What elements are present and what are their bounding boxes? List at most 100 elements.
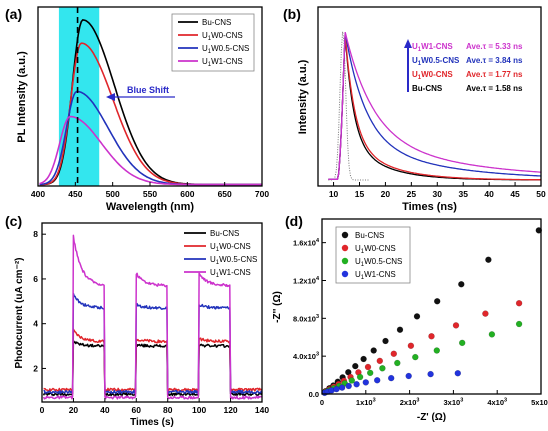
y-axis-title: -Z'' (Ω) [272, 291, 283, 323]
x-tick-label-6: 40 [484, 189, 494, 199]
legend-entry-3: Bu-CNS [412, 84, 443, 93]
legend-arrow-head [404, 39, 412, 48]
legend-marker-1 [341, 244, 349, 252]
point-s3-5 [345, 382, 352, 390]
photocurrent-line-3 [42, 234, 263, 400]
point-s2-10 [412, 353, 419, 361]
x-tick-label-3: 550 [143, 189, 157, 199]
panel-a: Blue Shift Bu-CNS U1W0-CNS U1W0.5-CNS U1W1-C… [5, 6, 269, 213]
x-axis-title: Times (ns) [402, 201, 457, 213]
x-tick-label-7: 140 [255, 405, 269, 415]
legend-entry-3: U1W1-CNS [202, 57, 243, 68]
y-tick-label-1: 4 [33, 319, 38, 329]
point-s2-5 [348, 377, 355, 384]
panel-c: Bu-CNS U1W0-CNS U1W0.5-CNS U1W1-CNS 0 20 40 60 8… [5, 213, 269, 428]
point-s0-8 [370, 347, 377, 354]
x-tick-label-1: 15 [355, 189, 365, 199]
decay-curve-0 [328, 31, 542, 180]
legend: Bu-CNS U1W0-CNS U1W0.5-CNS U1W1-CNS [171, 13, 255, 72]
x-tick-label-2: 40 [100, 405, 110, 415]
x-tick-label-5: 35 [458, 189, 468, 199]
legend-entry-1: U1W0-CNS [210, 242, 251, 253]
point-s1-11 [428, 333, 435, 340]
point-s2-12 [459, 339, 466, 347]
point-s0-10 [396, 326, 404, 333]
x-tick-label-8: 50 [536, 189, 546, 199]
point-s3-10 [405, 372, 412, 380]
legend-entry-1: U1W0-CNS [355, 244, 396, 255]
legend-marker-2 [341, 257, 349, 265]
blue-shift-arrow-head [106, 93, 115, 101]
point-s1-7 [364, 363, 372, 371]
legend-entry-2: U1W0.5-CNS [355, 257, 402, 268]
x-tick-label-3: 3x103 [444, 398, 464, 408]
legend-entry-1: U1W0-CNS [202, 31, 243, 42]
legend-tau-0: Ave.τ = 5.33 ns [466, 42, 523, 51]
legend-entry-3: U1W1-CNS [210, 268, 251, 279]
legend-tau-3: Ave.τ = 1.58 ns [466, 84, 523, 93]
legend-entry-1: U1W0.5-CNS [412, 56, 460, 67]
panel-label-a: (a) [5, 6, 22, 22]
point-s1-10 [407, 342, 415, 349]
legend-tau-1: Ave.τ = 3.84 ns [466, 56, 523, 65]
highlight-band [58, 7, 100, 186]
point-s0-9 [382, 337, 389, 345]
legend-tau-2: Ave.τ = 1.77 ns [466, 70, 523, 79]
x-tick-label-2: 20 [381, 189, 391, 199]
point-s0-13 [458, 281, 465, 288]
y-tick-label-2: 8.0x103 [293, 314, 319, 324]
panel-label-c: (c) [5, 213, 22, 229]
point-s3-9 [388, 374, 395, 382]
legend-entry-3: U1W1-CNS [355, 270, 396, 281]
point-s1-14 [515, 300, 523, 307]
y-tick-label-1: 4.0x103 [293, 352, 319, 362]
legend-entry-2: U1W0-CNS [412, 70, 453, 81]
point-s2-13 [488, 331, 496, 338]
y-axis-title: Photocurrent (uA cm⁻²) [14, 257, 25, 368]
x-tick-label-2: 500 [106, 189, 120, 199]
point-s0-6 [352, 362, 359, 370]
x-axis-title: -Z' (Ω) [417, 412, 446, 423]
panel-b: U1W1-CNS Ave.τ = 5.33 ns U1W0.5-CNS Ave.τ =… [283, 6, 546, 213]
y-tick-label-2: 6 [33, 274, 38, 284]
photocurrent-line-0 [42, 339, 263, 397]
point-s2-7 [367, 369, 374, 377]
point-s3-4 [338, 384, 346, 391]
y-axis-title: PL Intensity (a.u.) [16, 51, 28, 143]
y-tick-label-0: 2 [33, 363, 38, 373]
legend-entry-0: Bu-CNS [355, 231, 384, 240]
x-tick-label-5: 100 [192, 405, 206, 415]
point-s1-12 [452, 322, 460, 329]
x-tick-label-0: 0 [40, 405, 45, 415]
legend: Bu-CNS U1W0-CNS U1W0.5-CNS U1W1-CNS [335, 226, 411, 284]
point-s2-8 [379, 365, 386, 372]
x-tick-label-1: 1x103 [356, 398, 376, 408]
y-tick-label-3: 1.2x104 [293, 276, 320, 286]
y-tick-label-0: 0.0 [309, 390, 319, 399]
point-s1-13 [482, 310, 489, 317]
legend-marker-0 [341, 231, 349, 239]
instrument-response [328, 31, 370, 181]
decay-curve-1 [328, 32, 542, 180]
point-s0-11 [413, 313, 421, 320]
point-s3-6 [353, 381, 360, 388]
point-s3-8 [374, 377, 381, 384]
panel-c-frame [41, 222, 263, 403]
x-tick-label-3: 60 [132, 405, 142, 415]
legend-box [335, 226, 411, 284]
x-tick-label-6: 120 [223, 405, 237, 415]
x-tick-label-4: 4x103 [487, 398, 507, 408]
point-s2-11 [433, 347, 440, 354]
x-tick-label-3: 25 [407, 189, 417, 199]
x-tick-label-4: 30 [433, 189, 443, 199]
x-tick-label-6: 700 [255, 189, 269, 199]
point-s2-9 [394, 359, 401, 367]
point-s3-11 [427, 370, 434, 378]
legend-entry-0: U1W1-CNS [412, 42, 453, 53]
legend: Bu-CNS U1W0-CNS U1W0.5-CNS U1W1-CNS [184, 229, 257, 279]
x-axis-title: Times (s) [130, 417, 174, 428]
point-s0-12 [434, 298, 441, 305]
point-s0-7 [360, 355, 367, 363]
panel-d-frame [321, 218, 542, 395]
panel-label-b: (b) [283, 6, 301, 22]
